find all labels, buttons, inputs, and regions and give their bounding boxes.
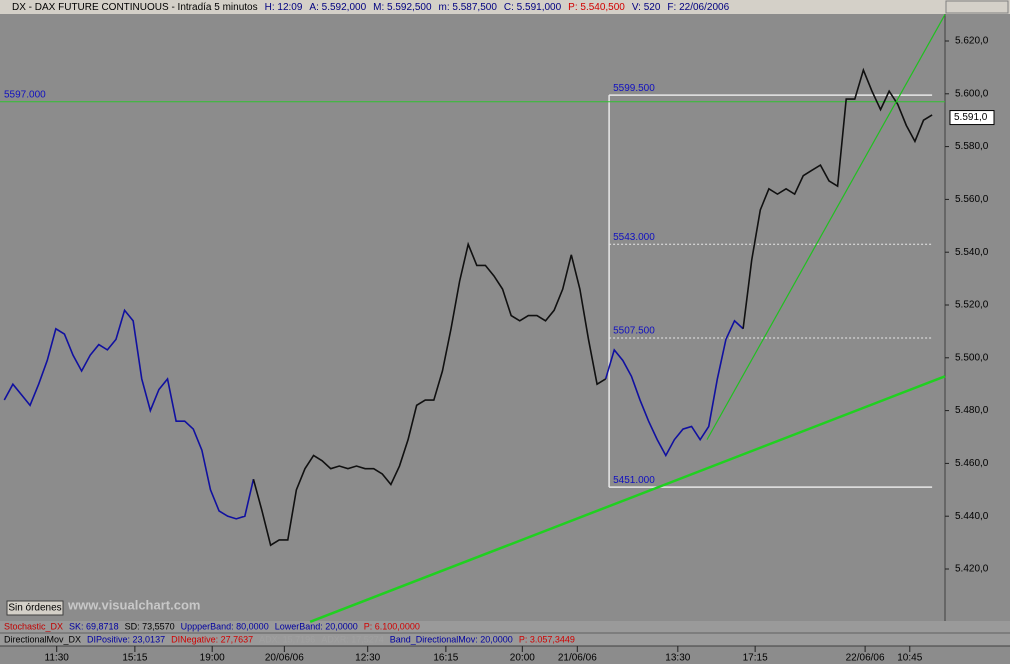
- orders-button-label[interactable]: Sin órdenes: [8, 603, 61, 614]
- indicator-item: DIPositive: 23,0137: [87, 634, 165, 644]
- header-item: DX - DAX FUTURE CONTINUOUS - Intradía 5 …: [12, 2, 258, 13]
- x-tick-label: 10:45: [897, 653, 922, 664]
- header-item: P: 5.540,500: [568, 2, 625, 13]
- y-tick-label: 5.580,0: [955, 141, 989, 152]
- indicator-item: SK: 69,8718: [69, 621, 119, 631]
- x-tick-label: 11:30: [45, 653, 70, 664]
- last-price-box: [949, 110, 995, 126]
- level-label: 5599.500: [613, 83, 655, 94]
- level-label: 5451.000: [613, 475, 655, 486]
- y-tick-label: 5.540,0: [955, 247, 989, 258]
- header-item: m: 5.587,500: [439, 2, 498, 13]
- x-tick-label: 19:00: [200, 653, 225, 664]
- indicator-item: Band_DirectionalMov: 20,0000: [390, 634, 513, 644]
- x-tick-label: 20/06/06: [265, 653, 304, 664]
- y-tick-label: 5.520,0: [955, 300, 989, 311]
- y-tick-label: 5.620,0: [955, 36, 989, 47]
- header-item: V: 520: [632, 2, 661, 13]
- indicator-item: UppperBand: 80,0000: [181, 621, 269, 631]
- header-item: M: 5.592,500: [373, 2, 432, 13]
- plot-area: [0, 14, 945, 621]
- indicator-item: ADX: 15,7196: [259, 634, 315, 644]
- y-tick-label: 5.600,0: [955, 88, 989, 99]
- indicator-item: DirectionalMov_DX: [4, 634, 81, 644]
- price-line: [3, 308, 744, 520]
- price-line: [252, 67, 933, 547]
- watermark: www.visualchart.com: [67, 597, 200, 612]
- x-tick-label: 22/06/06: [846, 653, 885, 664]
- y-tick-label: 5.420,0: [955, 564, 989, 575]
- indicator-item: Stochastic_DX: [4, 621, 63, 631]
- trendline: [706, 14, 946, 440]
- y-tick-label: 5.480,0: [955, 405, 989, 416]
- header-bar: [0, 0, 1010, 14]
- indicator-item: DINegative: 27,7637: [171, 634, 253, 644]
- last-price-label: 5.591,0: [954, 112, 988, 123]
- indicator-item: SD: 73,5570: [125, 621, 175, 631]
- x-tick-label: 21/06/06: [558, 653, 597, 664]
- indicator-item: LowerBand: 20,0000: [275, 621, 358, 631]
- x-tick-label: 15:15: [122, 653, 147, 664]
- y-tick-label: 5.560,0: [955, 194, 989, 205]
- indicator-item: P: 6.100,0000: [364, 621, 420, 631]
- window-buttons[interactable]: [945, 0, 1009, 14]
- x-tick-label: 17:15: [743, 653, 768, 664]
- x-tick-label: 12:30: [355, 653, 380, 664]
- y-tick-label: 5.500,0: [955, 352, 989, 363]
- level-label: 5507.500: [613, 326, 655, 337]
- orders-button[interactable]: [6, 600, 64, 616]
- x-tick-label: 16:15: [433, 653, 458, 664]
- y-tick-label: 5.440,0: [955, 511, 989, 522]
- header-item: H: 12:09: [265, 2, 303, 13]
- header-item: F: 22/06/2006: [667, 2, 729, 13]
- x-tick-label: 20:00: [510, 653, 535, 664]
- header-item: A: 5.592,000: [309, 2, 366, 13]
- trendline: [309, 375, 946, 623]
- indicator-item: P: 3.057,3449: [519, 634, 575, 644]
- indicator-item: ADXR: 17,5274: [321, 634, 384, 644]
- level-label: 5543.000: [613, 232, 655, 243]
- x-tick-label: 13:30: [665, 653, 690, 664]
- h-line-label: 5597.000: [4, 89, 46, 100]
- header-item: C: 5.591,000: [504, 2, 562, 13]
- y-tick-label: 5.460,0: [955, 458, 989, 469]
